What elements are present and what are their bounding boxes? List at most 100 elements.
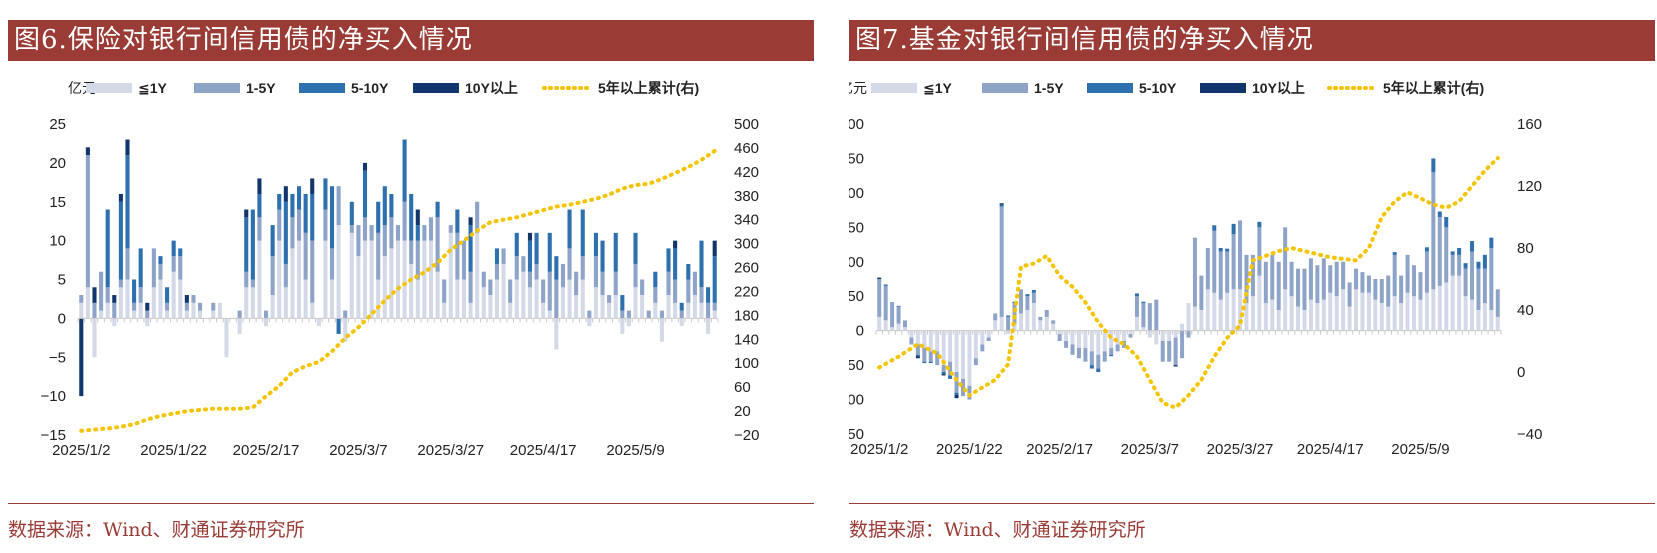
bar-lt1y bbox=[1128, 330, 1133, 335]
bar-y5_10 bbox=[580, 209, 585, 257]
bar-y10p bbox=[673, 240, 678, 249]
bar-y5_10 bbox=[915, 354, 920, 357]
bar-y5_10 bbox=[1463, 263, 1468, 269]
bar-y1_5 bbox=[521, 256, 526, 272]
bar-lt1y bbox=[1180, 323, 1185, 331]
bar-y5_10 bbox=[673, 248, 678, 280]
bar-lt1y bbox=[1160, 330, 1165, 341]
bar-lt1y bbox=[1212, 292, 1217, 331]
bar-y1_5 bbox=[428, 217, 434, 241]
bar-lt1y bbox=[488, 295, 493, 319]
bar-y5_10 bbox=[455, 209, 460, 233]
bar-y1_5 bbox=[356, 225, 361, 257]
bar-y5_10 bbox=[1392, 252, 1397, 255]
bar-y1_5 bbox=[1250, 254, 1255, 297]
bar-lt1y bbox=[706, 318, 711, 334]
bar-y5_10 bbox=[257, 193, 262, 218]
bar-lt1y bbox=[980, 330, 985, 345]
bar-lt1y bbox=[613, 295, 618, 319]
bar-y5_10 bbox=[270, 225, 275, 257]
y2-tick-label: 100 bbox=[734, 355, 759, 372]
chart-panel-fund: 图7.基金对银行间信用债的净买入情况 亿元 ≦1Y 1-5Y 5-10Y 10Y以上 5年… bbox=[849, 0, 1657, 553]
bar-lt1y bbox=[1115, 330, 1120, 345]
bar-lt1y bbox=[1038, 320, 1043, 331]
bar-lt1y bbox=[1231, 289, 1236, 331]
bar-lt1y bbox=[1057, 330, 1062, 335]
bar-y10p bbox=[85, 147, 90, 156]
bar-lt1y bbox=[105, 302, 110, 319]
bar-y5_10 bbox=[382, 186, 387, 226]
bar-y1_5 bbox=[1263, 261, 1268, 304]
bar-y5_10 bbox=[303, 193, 308, 233]
bar-y10p bbox=[257, 178, 262, 194]
legend-label: 1-5Y bbox=[1034, 80, 1064, 96]
y-tick-label: −10 bbox=[41, 388, 66, 405]
bar-lt1y bbox=[198, 310, 203, 319]
y2-tick-label: 300 bbox=[734, 236, 759, 253]
legend-label: ≦1Y bbox=[138, 80, 168, 96]
y-tick-label: −150 bbox=[849, 426, 864, 443]
bar-y10p bbox=[92, 287, 97, 303]
bar-y1_5 bbox=[633, 263, 638, 288]
bar-y1_5 bbox=[1225, 251, 1230, 293]
bar-y1_5 bbox=[1186, 330, 1191, 338]
bar-y1_5 bbox=[79, 295, 84, 303]
bar-lt1y bbox=[1147, 330, 1152, 338]
bar-y1_5 bbox=[646, 310, 651, 319]
bar-lt1y bbox=[402, 240, 407, 319]
bar-y1_5 bbox=[494, 263, 500, 280]
bar-lt1y bbox=[896, 323, 901, 331]
bar-y1_5 bbox=[941, 365, 946, 372]
bar-lt1y bbox=[237, 318, 242, 334]
bar-lt1y bbox=[659, 318, 664, 342]
bar-y10p bbox=[184, 295, 189, 303]
bar-lt1y bbox=[475, 232, 480, 319]
y2-tick-label: −40 bbox=[1517, 426, 1542, 443]
bar-lt1y bbox=[1186, 303, 1191, 331]
y-tick-label: 25 bbox=[49, 116, 66, 133]
bar-lt1y bbox=[468, 302, 473, 319]
bar-y5_10 bbox=[494, 248, 500, 264]
bar-y10p bbox=[527, 232, 533, 241]
bar-lt1y bbox=[1412, 296, 1417, 331]
bar-y1_5 bbox=[263, 310, 269, 319]
bar-y5_10 bbox=[1031, 290, 1036, 293]
bar-y1_5 bbox=[935, 351, 940, 366]
bar-lt1y bbox=[1096, 330, 1101, 355]
bar-lt1y bbox=[1431, 289, 1436, 331]
bar-lt1y bbox=[928, 330, 933, 352]
bar-y1_5 bbox=[1302, 268, 1307, 310]
y2-tick-label: 380 bbox=[734, 188, 759, 205]
bar-lt1y bbox=[1244, 303, 1249, 331]
bar-y1_5 bbox=[1495, 289, 1500, 317]
bar-lt1y bbox=[999, 316, 1004, 331]
legend-unit-label: 亿元 bbox=[849, 80, 867, 96]
bar-y5_10 bbox=[171, 240, 176, 257]
bar-y1_5 bbox=[329, 248, 335, 280]
bar-lt1y bbox=[389, 248, 394, 319]
bar-y5_10 bbox=[633, 232, 638, 264]
bar-lt1y bbox=[1154, 330, 1159, 345]
y2-tick-label: 0 bbox=[1517, 364, 1525, 381]
bar-lt1y bbox=[1076, 330, 1081, 348]
bar-lt1y bbox=[461, 279, 467, 319]
bar-y5_10 bbox=[1482, 254, 1487, 269]
bar-y1_5 bbox=[1373, 279, 1378, 300]
bar-lt1y bbox=[1070, 330, 1075, 345]
bar-y1_5 bbox=[574, 271, 579, 296]
bar-lt1y bbox=[692, 295, 697, 319]
bar-lt1y bbox=[877, 316, 882, 331]
bar-y1_5 bbox=[310, 240, 315, 303]
bar-y1_5 bbox=[954, 372, 959, 393]
bar-lt1y bbox=[1308, 299, 1313, 331]
bar-y10p bbox=[954, 394, 959, 399]
legend-swatch bbox=[299, 83, 345, 93]
bar-y10p bbox=[145, 302, 150, 311]
bar-y5_10 bbox=[296, 186, 302, 210]
bar-y1_5 bbox=[653, 287, 658, 303]
bar-y1_5 bbox=[184, 302, 189, 311]
bar-lt1y bbox=[1141, 327, 1146, 331]
bar-lt1y bbox=[112, 318, 117, 327]
bar-lt1y bbox=[534, 279, 539, 319]
bar-y1_5 bbox=[461, 240, 467, 280]
